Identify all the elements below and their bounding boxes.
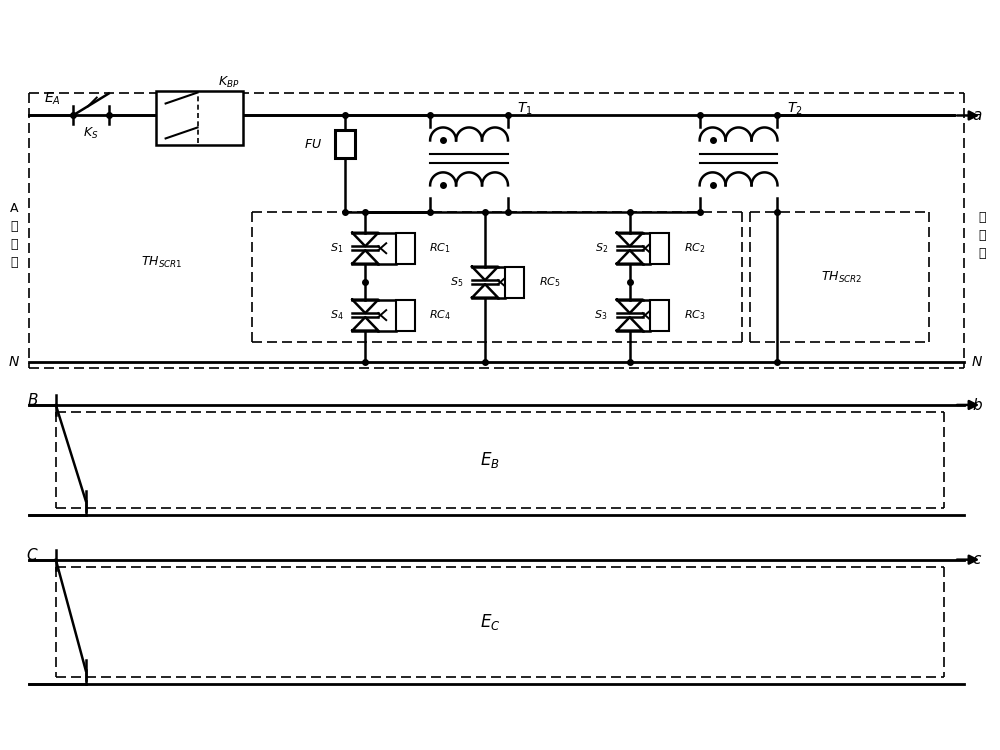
Text: $c$: $c$ [972,552,982,567]
Text: $RC_4$: $RC_4$ [429,308,451,322]
Text: $RC_5$: $RC_5$ [539,275,561,289]
Text: $T_2$: $T_2$ [787,100,802,117]
Text: $E_C$: $E_C$ [480,612,500,632]
Text: $K_{BP}$: $K_{BP}$ [218,75,239,90]
Bar [396,300,415,331]
Bar [650,232,669,264]
Text: $C$: $C$ [26,547,39,562]
Text: $K_S$: $K_S$ [83,126,98,141]
Bar [650,300,669,331]
Text: $a$: $a$ [972,108,982,123]
Bar [396,232,415,264]
Text: $TH_{SCR2}$: $TH_{SCR2}$ [821,270,862,285]
Text: $S_4$: $S_4$ [330,308,343,322]
Bar [335,130,355,158]
Text: $E_A$: $E_A$ [44,90,61,106]
Text: $N$: $N$ [8,355,20,369]
Text: $FU$: $FU$ [304,138,322,151]
Text: $TH_{SCR1}$: $TH_{SCR1}$ [141,255,183,270]
Text: $B$: $B$ [27,392,39,408]
Text: $S_2$: $S_2$ [595,242,608,255]
Text: $S_5$: $S_5$ [450,275,463,289]
Text: $RC_2$: $RC_2$ [684,242,705,255]
Text: $RC_1$: $RC_1$ [429,242,451,255]
Text: $RC_3$: $RC_3$ [684,308,705,322]
Text: $T_1$: $T_1$ [517,100,533,117]
Bar [505,267,524,298]
Text: $S_3$: $S_3$ [594,308,608,322]
Text: A
输
入
端: A 输 入 端 [10,202,18,268]
Text: $E_B$: $E_B$ [480,450,500,470]
Text: $b$: $b$ [972,397,983,413]
Text: $N$: $N$ [971,355,983,369]
Text: 输
出
端: 输 出 端 [978,211,986,260]
Bar [156,91,243,146]
Text: $S_1$: $S_1$ [330,242,343,255]
